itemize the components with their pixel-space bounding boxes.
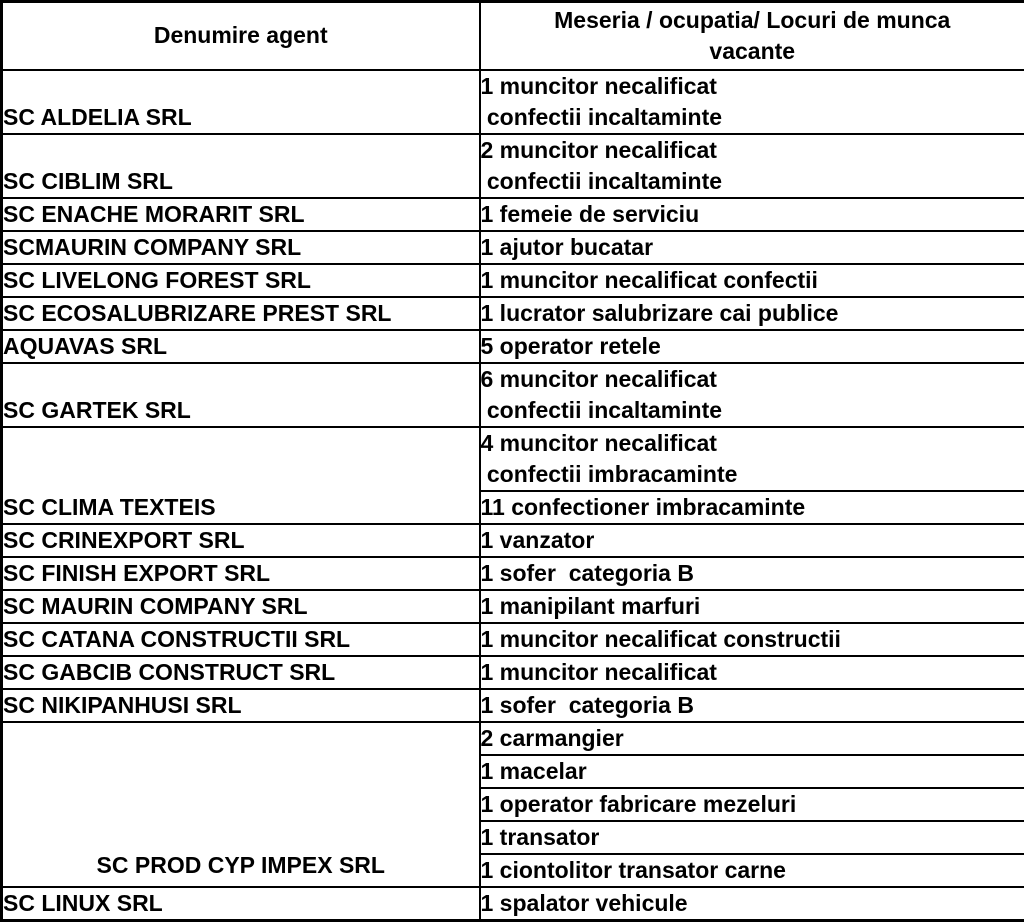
table-row: SCMAURIN COMPANY SRL 1 ajutor bucatar [2,231,1024,264]
job-cell: 4 muncitor necalificat confectii imbraca… [480,427,1024,491]
column-header-jobs: Meseria / ocupatia/ Locuri de munca vaca… [480,2,1024,70]
job-cell: 1 macelar [480,755,1024,788]
job-cell: 2 muncitor necalificat confectii incalta… [480,134,1024,198]
table-row: SC FINISH EXPORT SRL 1 sofer categoria B [2,557,1024,590]
table-row: SC LINUX SRL 1 spalator vehicule [2,887,1024,921]
job-cell: 1 transator [480,821,1024,854]
job-cell: 1 ciontolitor transator carne [480,854,1024,887]
agent-name: SC GARTEK SRL [2,363,480,427]
job-cell: 5 operator retele [480,330,1024,363]
table-row: SC GABCIB CONSTRUCT SRL 1 muncitor necal… [2,656,1024,689]
job-cell: 1 muncitor necalificat [480,656,1024,689]
table-row: SC PROD CYP IMPEX SRL 2 carmangier [2,722,1024,755]
table-row: SC ENACHE MORARIT SRL 1 femeie de servic… [2,198,1024,231]
job-cell: 1 sofer categoria B [480,557,1024,590]
job-cell: 1 muncitor necalificat confectii incalta… [480,70,1024,134]
table-row: SC ALDELIA SRL 1 muncitor necalificat co… [2,70,1024,134]
job-cell: 1 manipilant marfuri [480,590,1024,623]
agent-name: SC FINISH EXPORT SRL [2,557,480,590]
job-cell: 1 muncitor necalificat confectii [480,264,1024,297]
job-cell: 1 operator fabricare mezeluri [480,788,1024,821]
job-cell: 1 vanzator [480,524,1024,557]
header-row: Denumire agent Meseria / ocupatia/ Locur… [2,2,1024,70]
table-row: AQUAVAS SRL 5 operator retele [2,330,1024,363]
job-cell: 2 carmangier [480,722,1024,755]
agent-name: SC CIBLIM SRL [2,134,480,198]
table-row: SC LIVELONG FOREST SRL 1 muncitor necali… [2,264,1024,297]
agent-name: SC NIKIPANHUSI SRL [2,689,480,722]
job-cell: 6 muncitor necalificat confectii incalta… [480,363,1024,427]
job-cell: 1 lucrator salubrizare cai publice [480,297,1024,330]
agent-name: SC ALDELIA SRL [2,70,480,134]
agent-name: SC ENACHE MORARIT SRL [2,198,480,231]
agent-name: SC LINUX SRL [2,887,480,921]
agent-name: SC ECOSALUBRIZARE PREST SRL [2,297,480,330]
table-row: SC GARTEK SRL 6 muncitor necalificat con… [2,363,1024,427]
agent-name: AQUAVAS SRL [2,330,480,363]
table-row: SC CRINEXPORT SRL 1 vanzator [2,524,1024,557]
job-cell: 1 spalator vehicule [480,887,1024,921]
job-cell: 1 sofer categoria B [480,689,1024,722]
job-cell: 1 muncitor necalificat constructii [480,623,1024,656]
table-row: SC ECOSALUBRIZARE PREST SRL 1 lucrator s… [2,297,1024,330]
agent-name: SCMAURIN COMPANY SRL [2,231,480,264]
table-row: SC CATANA CONSTRUCTII SRL 1 muncitor nec… [2,623,1024,656]
agent-name: SC CRINEXPORT SRL [2,524,480,557]
table-row: SC CIBLIM SRL 2 muncitor necalificat con… [2,134,1024,198]
agent-name: SC LIVELONG FOREST SRL [2,264,480,297]
job-cell: 1 femeie de serviciu [480,198,1024,231]
agent-name: SC CATANA CONSTRUCTII SRL [2,623,480,656]
column-header-agent: Denumire agent [2,2,480,70]
job-cell: 11 confectioner imbracaminte [480,491,1024,524]
job-cell: 1 ajutor bucatar [480,231,1024,264]
agent-name: SC MAURIN COMPANY SRL [2,590,480,623]
agent-name: SC CLIMA TEXTEIS [2,427,480,524]
table-row: SC CLIMA TEXTEIS 4 muncitor necalificat … [2,427,1024,491]
agent-name: SC PROD CYP IMPEX SRL [2,722,480,887]
table-row: SC MAURIN COMPANY SRL 1 manipilant marfu… [2,590,1024,623]
table-row: SC NIKIPANHUSI SRL 1 sofer categoria B [2,689,1024,722]
agent-name: SC GABCIB CONSTRUCT SRL [2,656,480,689]
